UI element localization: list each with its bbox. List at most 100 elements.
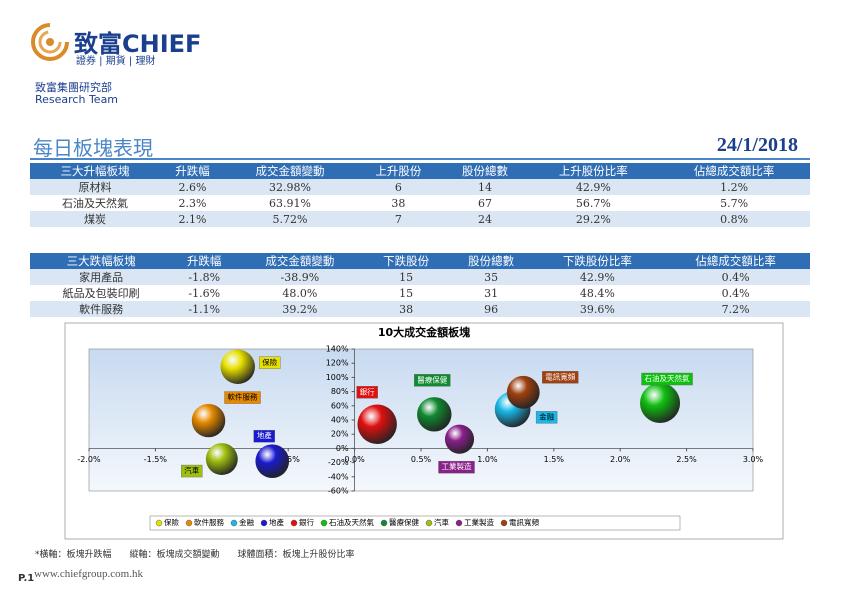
bubble — [506, 375, 540, 409]
y-tick-label: 60% — [331, 401, 349, 410]
y-tick-label: 120% — [326, 359, 349, 368]
header-cell: 佔總成交額比率 — [661, 253, 810, 269]
legend-swatch — [320, 519, 328, 527]
header-cell: 升跌幅 — [160, 163, 225, 179]
legend-swatch — [290, 519, 298, 527]
cell: 48.0% — [282, 286, 318, 300]
date: 24/1/2018 — [716, 134, 798, 156]
y-tick-label: 20% — [331, 430, 349, 439]
cell: 5.7% — [720, 196, 749, 210]
cell: 2.6% — [160, 179, 225, 195]
legend-label: 醫療保健 — [389, 517, 419, 527]
legend-label: 銀行 — [299, 517, 314, 527]
page-number: P.1 — [18, 573, 35, 584]
legend-swatch — [155, 519, 163, 527]
x-tick-label: 3.0% — [743, 455, 764, 464]
tagline: 證券 | 期貨 | 理財 — [76, 56, 156, 67]
rule — [30, 158, 810, 160]
legend-label: 工業製造 — [464, 517, 494, 527]
header-cell: 三大跌幅板塊 — [30, 253, 173, 269]
y-tick-label: 80% — [331, 387, 349, 396]
website: www.chiefgroup.com.hk — [34, 568, 143, 580]
bubble-label: 保險 — [262, 357, 277, 367]
bubble — [205, 443, 238, 476]
header-cell: 下跌股份比率 — [533, 253, 662, 269]
y-tick-label: 0% — [336, 444, 349, 453]
legend-label: 汽車 — [434, 517, 449, 527]
x-tick-label: 0.0% — [344, 455, 365, 464]
bubble-label-bg — [414, 374, 451, 387]
x-tick-label: -2.0% — [77, 455, 101, 464]
cell: 56.7% — [575, 196, 611, 210]
cell: 6 — [355, 179, 442, 195]
cell: 2.1% — [160, 211, 225, 227]
cell: 48.4% — [579, 286, 615, 300]
cell: 31 — [484, 286, 499, 300]
footnote: *橫軸：板塊升跌幅 縱軸：板塊成交額變動 球體面積：板塊上升股份比率 — [35, 550, 355, 560]
bubble-label-bg — [641, 372, 693, 386]
bubble-label: 工業製造 — [442, 461, 472, 471]
y-tick-label: 40% — [331, 416, 349, 425]
chart-title: 10大成交金額板塊 — [378, 325, 470, 339]
bubble-label: 電訊寬頻 — [545, 371, 575, 381]
bubble — [220, 349, 255, 384]
header-cell: 股份總數 — [448, 253, 534, 269]
cell: 63.91% — [269, 196, 311, 210]
legend-swatch — [425, 519, 433, 527]
header-cell: 升跌幅 — [172, 253, 237, 269]
y-tick-label: 100% — [326, 373, 349, 382]
brand: 致富CHIEF — [74, 30, 202, 58]
cell: 38 — [391, 196, 406, 210]
cell: 0.4% — [721, 286, 750, 300]
cell: 15 — [399, 286, 414, 300]
cell: -1.8% — [172, 269, 237, 285]
bubble-label-bg — [259, 356, 281, 369]
cell: 96 — [448, 301, 534, 317]
header-cell: 成交金額變動 — [236, 253, 364, 269]
y-tick-label: -20% — [328, 458, 349, 467]
header-cell: 上升股份比率 — [528, 163, 659, 179]
team: Research Team — [35, 93, 119, 106]
cell: 14 — [441, 179, 529, 195]
legend-swatch — [185, 519, 193, 527]
x-tick-label: 2.5% — [676, 455, 697, 464]
bubble — [191, 403, 226, 438]
x-tick-label: 1.0% — [477, 455, 498, 464]
legend-swatch — [455, 519, 463, 527]
cell: 2.3% — [178, 196, 207, 210]
bubble-label-bg — [535, 411, 558, 424]
legend-label: 電訊寬頻 — [509, 517, 539, 527]
cell: 24 — [441, 211, 529, 227]
header-cell: 股份總數 — [441, 163, 529, 179]
header-cell: 成交金額變動 — [225, 163, 355, 179]
bubble-label-bg — [181, 464, 203, 478]
bubble — [357, 404, 397, 444]
bubble — [444, 424, 475, 454]
legend-label: 軟件服務 — [194, 517, 224, 527]
legend-label: 金融 — [239, 517, 254, 527]
cell: 紙品及包裝印刷 — [62, 287, 140, 300]
legend-label: 保險 — [164, 517, 179, 527]
bubble-label: 醫療保健 — [417, 374, 447, 384]
legend-swatch — [260, 519, 268, 527]
cell: 42.9% — [533, 269, 662, 285]
header-cell: 佔總成交額比率 — [658, 163, 810, 179]
table: 三大跌幅板塊 升跌幅 成交金額變動 下跌股份 股份總數 下跌股份比率 佔總成交額比率 家用產品… — [30, 253, 810, 317]
x-tick-label: 0.5% — [411, 455, 432, 464]
cell: 29.2% — [528, 211, 659, 227]
cell: 32.98% — [225, 179, 355, 195]
cell: 39.6% — [533, 301, 662, 317]
cell: 石油及天然氣 — [62, 197, 128, 210]
bubble-label: 軟件服務 — [228, 392, 258, 402]
bubble-label-bg — [356, 386, 378, 399]
bubble-label-bg — [224, 391, 261, 404]
cell: 5.72% — [225, 211, 355, 227]
logo — [31, 23, 69, 61]
bubble-label-bg — [542, 371, 579, 384]
legend-label: 地產 — [269, 517, 284, 527]
bubble-label-bg — [438, 460, 475, 474]
cell: 42.9% — [528, 179, 659, 195]
cell: 7.2% — [661, 301, 810, 317]
cell: 35 — [448, 269, 534, 285]
